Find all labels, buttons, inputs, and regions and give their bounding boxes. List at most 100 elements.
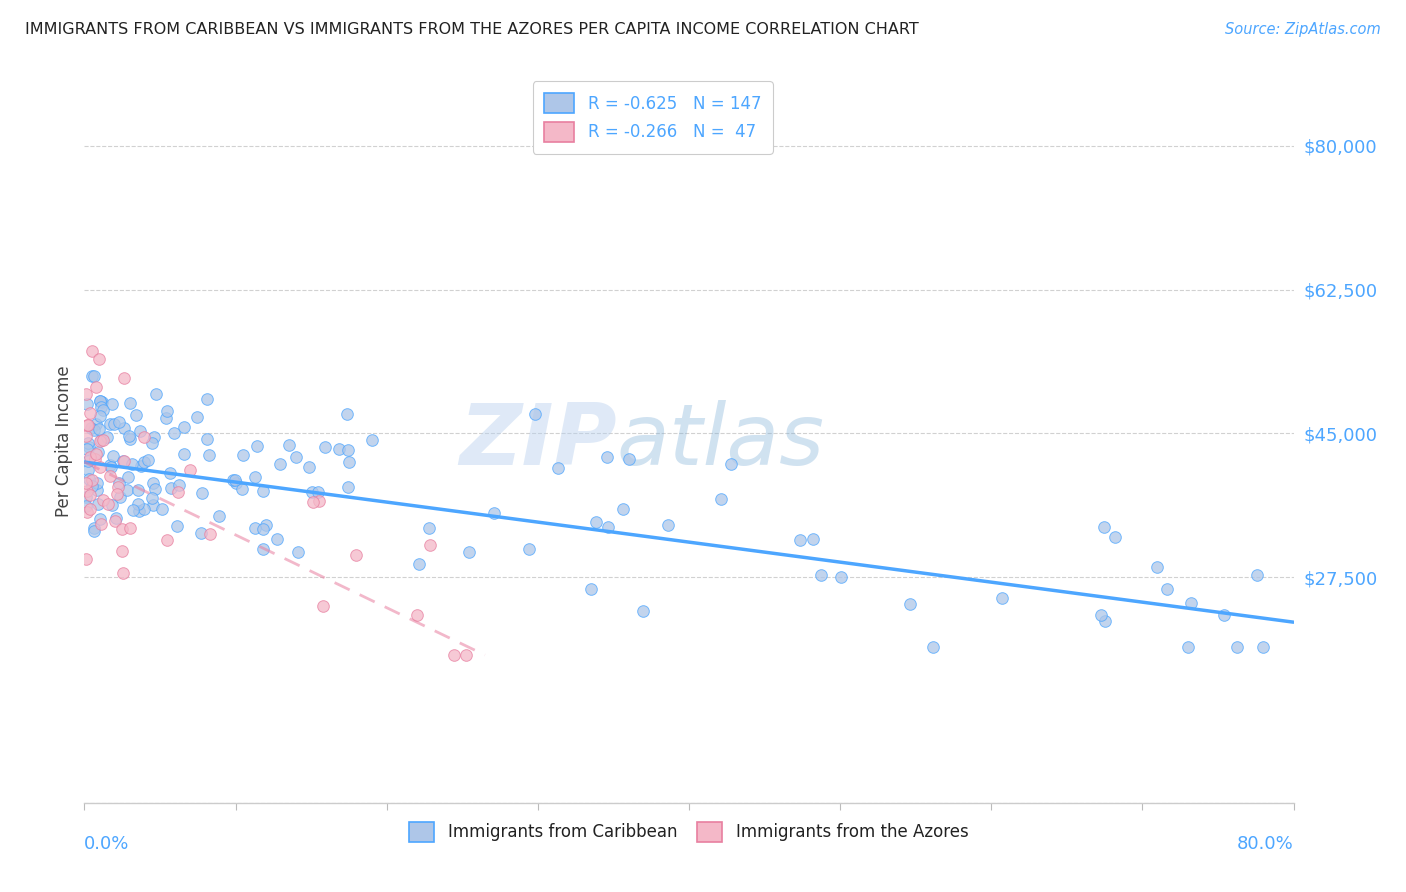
Point bbox=[145, 387, 167, 401]
Point bbox=[346, 548, 368, 562]
Point bbox=[484, 506, 506, 520]
Point bbox=[922, 640, 945, 654]
Point bbox=[76, 418, 98, 433]
Y-axis label: Per Capita Income: Per Capita Income bbox=[55, 366, 73, 517]
Point bbox=[336, 407, 359, 421]
Point bbox=[111, 453, 134, 467]
Point bbox=[76, 436, 98, 450]
Point bbox=[79, 488, 101, 502]
Point bbox=[82, 479, 104, 493]
Point bbox=[243, 469, 266, 483]
Point bbox=[246, 439, 269, 453]
Point bbox=[91, 395, 114, 409]
Point bbox=[100, 499, 122, 513]
Point bbox=[75, 387, 97, 401]
Point bbox=[990, 591, 1012, 605]
Point bbox=[198, 527, 221, 541]
Point bbox=[337, 442, 360, 457]
Point bbox=[285, 450, 308, 464]
Point bbox=[111, 522, 134, 536]
Point bbox=[1156, 582, 1178, 597]
Point bbox=[77, 440, 100, 454]
Point bbox=[312, 599, 335, 614]
Point bbox=[173, 420, 195, 434]
Point bbox=[76, 484, 98, 499]
Point bbox=[76, 442, 98, 456]
Point bbox=[418, 521, 440, 535]
Text: Source: ZipAtlas.com: Source: ZipAtlas.com bbox=[1225, 22, 1381, 37]
Point bbox=[76, 397, 98, 411]
Point bbox=[443, 648, 465, 662]
Point bbox=[657, 518, 679, 533]
Point bbox=[517, 542, 540, 557]
Point bbox=[127, 497, 149, 511]
Point bbox=[252, 542, 274, 557]
Point bbox=[1146, 559, 1168, 574]
Point bbox=[82, 344, 104, 359]
Point bbox=[89, 512, 111, 526]
Point bbox=[75, 490, 97, 504]
Point bbox=[91, 493, 114, 508]
Point bbox=[112, 420, 135, 434]
Point bbox=[100, 417, 122, 431]
Point bbox=[208, 509, 231, 524]
Point bbox=[243, 521, 266, 535]
Point bbox=[75, 475, 97, 490]
Point bbox=[87, 497, 110, 511]
Point bbox=[308, 494, 330, 508]
Point bbox=[107, 480, 129, 494]
Text: atlas: atlas bbox=[616, 400, 824, 483]
Point bbox=[118, 429, 141, 443]
Point bbox=[302, 495, 325, 509]
Point bbox=[83, 423, 105, 437]
Point bbox=[225, 475, 247, 490]
Point bbox=[84, 417, 107, 431]
Point bbox=[82, 368, 104, 383]
Point bbox=[710, 491, 733, 506]
Point bbox=[1213, 607, 1236, 622]
Point bbox=[125, 408, 148, 422]
Point bbox=[84, 451, 107, 466]
Point bbox=[91, 403, 114, 417]
Point bbox=[80, 421, 103, 435]
Point bbox=[408, 557, 430, 571]
Point bbox=[224, 473, 246, 487]
Point bbox=[141, 491, 163, 506]
Point bbox=[82, 473, 104, 487]
Point bbox=[104, 511, 127, 525]
Point bbox=[143, 482, 166, 496]
Point bbox=[127, 483, 149, 497]
Point bbox=[179, 463, 201, 477]
Point bbox=[252, 522, 274, 536]
Point bbox=[160, 481, 183, 495]
Point bbox=[195, 432, 218, 446]
Point bbox=[598, 520, 620, 534]
Point bbox=[198, 448, 221, 462]
Point bbox=[898, 598, 921, 612]
Point bbox=[100, 460, 122, 475]
Point bbox=[101, 449, 124, 463]
Text: 0.0%: 0.0% bbox=[84, 835, 129, 854]
Point bbox=[1246, 567, 1268, 582]
Point bbox=[132, 502, 155, 516]
Point bbox=[142, 475, 165, 490]
Point bbox=[277, 438, 299, 452]
Point bbox=[134, 430, 156, 444]
Point bbox=[129, 458, 152, 473]
Point bbox=[524, 407, 547, 421]
Point bbox=[75, 429, 97, 443]
Point bbox=[1104, 530, 1126, 544]
Point bbox=[115, 483, 138, 497]
Point bbox=[108, 415, 131, 429]
Point bbox=[90, 400, 112, 414]
Point bbox=[83, 524, 105, 538]
Point bbox=[195, 392, 218, 406]
Point bbox=[159, 466, 181, 480]
Point bbox=[789, 533, 811, 547]
Point bbox=[108, 476, 131, 491]
Point bbox=[117, 470, 139, 484]
Point bbox=[252, 484, 274, 499]
Point bbox=[142, 429, 165, 443]
Point bbox=[86, 447, 108, 461]
Point bbox=[105, 487, 128, 501]
